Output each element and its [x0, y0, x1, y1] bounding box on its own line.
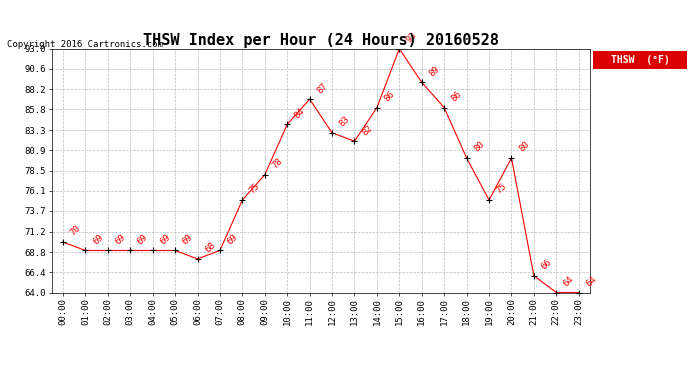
Text: 89: 89 [427, 64, 442, 78]
Text: 80: 80 [517, 140, 531, 154]
Text: Copyright 2016 Cartronics.com: Copyright 2016 Cartronics.com [7, 40, 163, 49]
Title: THSW Index per Hour (24 Hours) 20160528: THSW Index per Hour (24 Hours) 20160528 [143, 33, 499, 48]
Text: 69: 69 [158, 232, 172, 246]
Text: 82: 82 [360, 123, 374, 137]
Text: 68: 68 [203, 241, 217, 255]
Text: 75: 75 [248, 182, 262, 196]
Text: 75: 75 [495, 182, 509, 196]
Text: 86: 86 [450, 90, 464, 104]
Text: 69: 69 [91, 232, 105, 246]
Text: 84: 84 [293, 106, 307, 120]
Text: 87: 87 [315, 81, 329, 95]
Text: 78: 78 [270, 157, 284, 171]
Text: THSW  (°F): THSW (°F) [611, 56, 669, 65]
Text: 80: 80 [472, 140, 486, 154]
Text: 64: 64 [584, 274, 598, 288]
Text: 69: 69 [113, 232, 128, 246]
Text: 69: 69 [181, 232, 195, 246]
Text: 70: 70 [68, 224, 83, 238]
Text: 66: 66 [540, 258, 553, 272]
Text: 86: 86 [382, 90, 397, 104]
Text: 64: 64 [562, 274, 576, 288]
Text: 93: 93 [405, 31, 419, 45]
Text: 83: 83 [337, 115, 352, 129]
Text: 69: 69 [136, 232, 150, 246]
Text: 69: 69 [226, 232, 239, 246]
